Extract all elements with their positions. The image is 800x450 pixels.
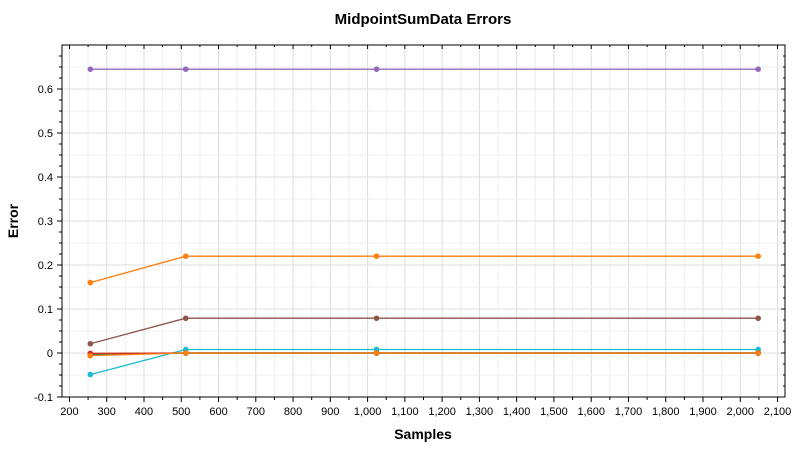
x-tick-label: 1,000 — [354, 406, 382, 418]
y-axis: -0.1 0 0.1 0.2 0.3 0.4 0.5 0.6 — [34, 55, 785, 404]
series-3-point — [373, 315, 380, 322]
x-tick-label: 400 — [135, 406, 153, 418]
series-3-line — [90, 317, 759, 345]
series-1-point — [87, 66, 94, 72]
chart-title: MidpointSumData Errors — [335, 11, 512, 28]
x-tick-label: 900 — [321, 406, 339, 418]
series-4-point — [87, 371, 94, 378]
y-tick-label: 0 — [47, 348, 53, 360]
x-axis: 200 300 400 500 600 700 800 900 1,000 1,100 1,200 1… — [60, 45, 791, 418]
series-2-point — [755, 253, 761, 259]
series-11-point — [755, 350, 761, 356]
series-2-line — [90, 255, 759, 284]
x-tick-label: 1,700 — [615, 406, 643, 418]
y-tick-label: 0.6 — [38, 84, 53, 96]
y-tick-label: 0.3 — [38, 216, 53, 228]
y-axis-title: Error — [5, 203, 21, 238]
series-1-point — [182, 66, 189, 72]
x-tick-label: 1,400 — [503, 406, 531, 418]
x-tick-label: 1,800 — [652, 406, 680, 418]
series-3-point — [87, 340, 94, 347]
series-layer — [87, 66, 761, 378]
series-3-point — [182, 315, 189, 322]
series-11-point — [373, 350, 380, 356]
series-11-line — [90, 352, 759, 357]
y-tick-label: -0.1 — [34, 392, 53, 404]
x-axis-title: Samples — [394, 426, 452, 442]
series-1-point — [755, 66, 761, 72]
x-tick-label: 1,200 — [428, 406, 456, 418]
x-tick-label: 1,100 — [391, 406, 419, 418]
x-tick-label: 1,600 — [577, 406, 605, 418]
x-tick-label: 1,900 — [689, 406, 717, 418]
y-tick-label: 0.2 — [38, 260, 53, 272]
x-tick-label: 1,500 — [540, 406, 568, 418]
series-4-line — [90, 348, 759, 376]
series-11-point — [87, 352, 94, 359]
series-2-point — [182, 253, 189, 259]
y-tick-label: 0.4 — [38, 172, 53, 184]
series-2-point — [87, 279, 94, 286]
series-1-point — [373, 66, 380, 72]
x-tick-label: 1,300 — [466, 406, 494, 418]
y-tick-label: 0.1 — [38, 304, 53, 316]
x-tick-label: 700 — [247, 406, 265, 418]
x-tick-label: 300 — [98, 406, 116, 418]
x-tick-label: 2,100 — [764, 406, 792, 418]
series-3-point — [755, 315, 761, 322]
series-11-point — [182, 350, 189, 356]
x-tick-label: 200 — [60, 406, 78, 418]
series-2-point — [373, 253, 380, 259]
y-tick-label: 0.5 — [38, 128, 53, 140]
x-tick-label: 500 — [172, 406, 190, 418]
x-tick-label: 800 — [284, 406, 302, 418]
x-tick-label: 600 — [209, 406, 227, 418]
x-tick-label: 2,000 — [727, 406, 755, 418]
grid — [62, 44, 785, 398]
